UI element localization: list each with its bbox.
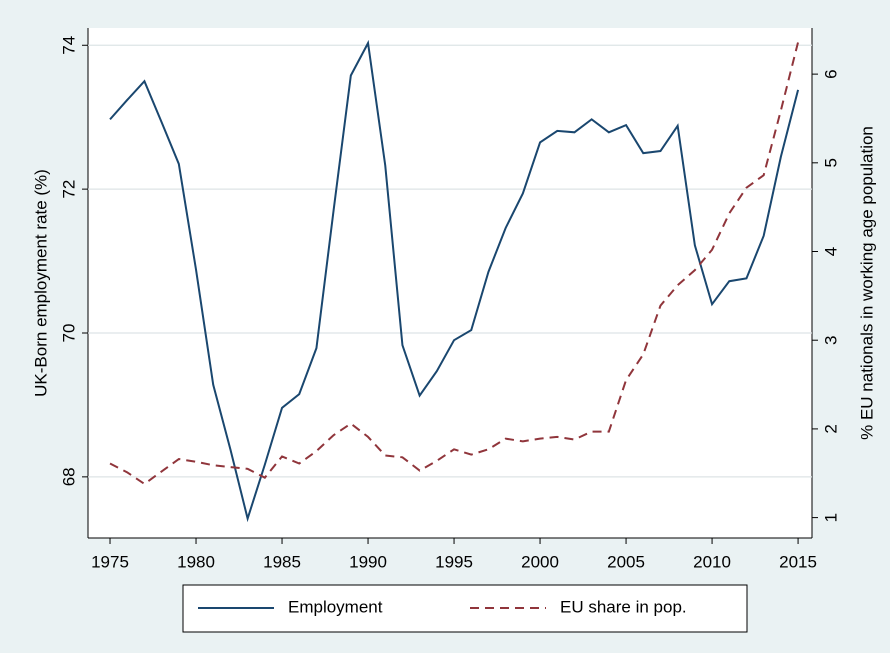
y-tick-label: 72 — [59, 180, 78, 199]
x-tick-label: 1995 — [435, 552, 473, 571]
y2-tick-label: 3 — [821, 335, 840, 344]
x-tick-label: 2015 — [779, 552, 817, 571]
legend-label: EU share in pop. — [560, 597, 687, 616]
legend-label: Employment — [288, 597, 383, 616]
x-tick-label: 1980 — [177, 552, 215, 571]
x-tick-label: 2000 — [521, 552, 559, 571]
y2-axis-title: % EU nationals in working age population — [857, 126, 876, 440]
x-tick-label: 2010 — [693, 552, 731, 571]
legend-box — [182, 584, 748, 633]
plot-area — [88, 28, 812, 538]
x-tick-label: 1990 — [349, 552, 387, 571]
y-tick-label: 74 — [59, 36, 78, 55]
x-tick-label: 1985 — [263, 552, 301, 571]
x-tick-label: 2005 — [607, 552, 645, 571]
y2-tick-label: 6 — [821, 69, 840, 78]
y-axis-title: UK-Born employment rate (%) — [31, 169, 50, 397]
line-series — [109, 41, 800, 486]
y-tick-label: 68 — [59, 467, 78, 486]
y2-tick-label: 1 — [821, 513, 840, 522]
y2-tick-label: 5 — [821, 158, 840, 167]
y-tick-label: 70 — [59, 324, 78, 343]
line-series — [109, 39, 800, 523]
y2-tick-label: 4 — [821, 247, 840, 256]
x-tick-label: 1975 — [91, 552, 129, 571]
y2-tick-label: 2 — [821, 424, 840, 433]
